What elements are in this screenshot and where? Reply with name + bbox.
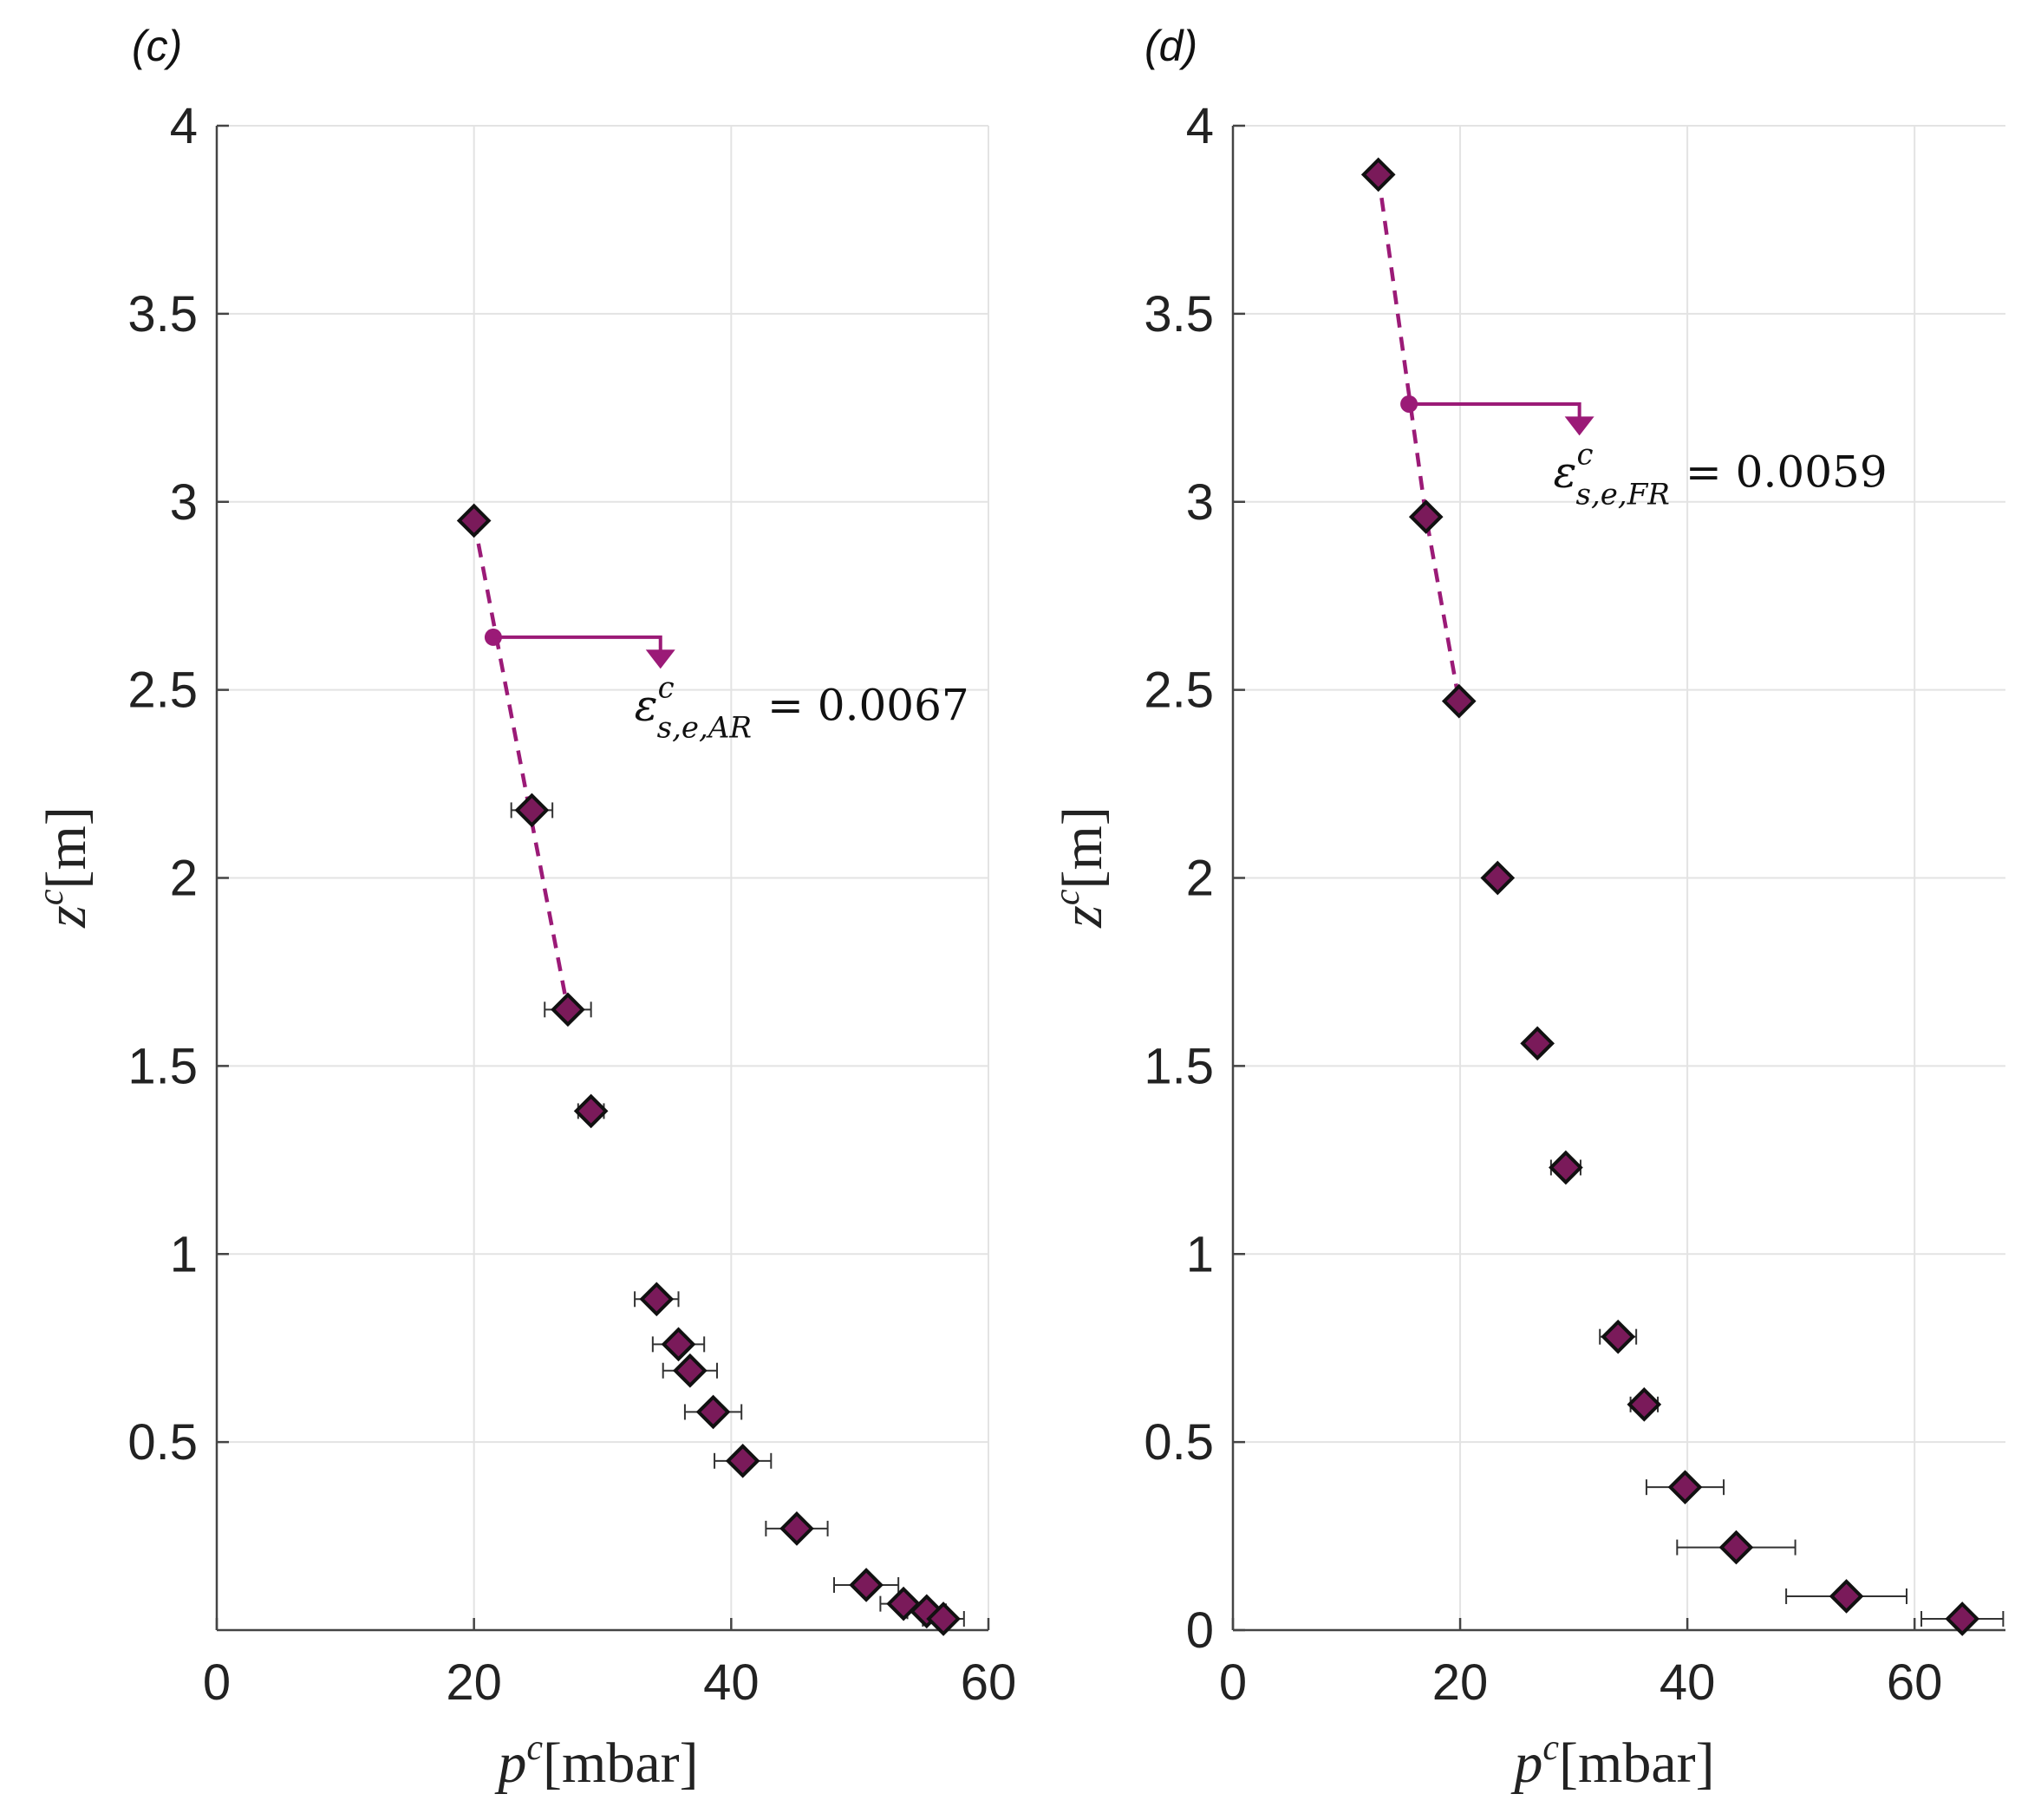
data-points-c [456,503,961,1636]
x-tick-label-c-3: 60 [961,1654,1017,1711]
data-point-d-8 [1667,1470,1703,1505]
arrow-head-c [645,649,675,669]
data-point-d-11 [1945,1601,1980,1636]
data-point-d-6 [1601,1319,1636,1354]
y-tick-label-d-8: 4 [1186,98,1214,154]
data-point-c-10 [849,1568,884,1602]
y-tick-label-d-0: 0 [1186,1602,1214,1659]
data-point-d-4 [1520,1026,1555,1061]
error-bars-d [1549,1159,2005,1627]
annotation-label-c: εc s,e,AR = 0.0067 [635,670,969,745]
y-ticks-d: 0 0.5 1 1.5 2 2.5 3 3.5 4 [1144,98,1245,1659]
y-tick-label-c-7: 4 [170,98,198,154]
x-tick-label-d-3: 60 [1887,1654,1943,1711]
data-point-c-9 [779,1511,814,1546]
y-tick-label-d-4: 2 [1186,851,1214,907]
data-point-d-10 [1829,1579,1864,1614]
panel-c: (c) 0 20 40 60 0.5 1 1.5 2 2.5 3 3.5 4 εc s,e,AR = 0… [31,22,1016,1795]
data-point-d-2 [1441,683,1477,719]
grid-c [217,125,989,1630]
y-tick-label-c-4: 2.5 [127,662,198,719]
x-tick-label-c-2: 40 [703,1654,760,1711]
x-tick-label-d-1: 20 [1432,1654,1489,1711]
y-axis-label-d: zc[m] [1047,806,1114,929]
y-tick-label-c-2: 1.5 [127,1038,198,1094]
arrow-head-d [1564,416,1594,436]
x-axis-label-c: pc[mbar] [494,1728,698,1795]
y-tick-label-d-7: 3.5 [1144,286,1214,342]
fit-line-d [1376,174,1461,702]
x-ticks-d: 0 20 40 60 [1219,1618,1943,1711]
panel-label-c: (c) [132,22,182,70]
data-point-d-7 [1627,1386,1662,1422]
fit-line-c [472,520,571,1010]
y-tick-label-c-6: 3.5 [127,286,198,342]
y-tick-label-d-3: 1.5 [1144,1038,1214,1094]
data-point-d-0 [1360,157,1396,192]
annotation-label-d: εc s,e,FR = 0.0059 [1554,437,1888,512]
error-bars-c [510,802,965,1627]
data-point-d-5 [1549,1150,1583,1185]
fit-line-c [472,520,571,1010]
y-ticks-c: 0.5 1 1.5 2 2.5 3 3.5 4 [127,98,229,1471]
y-tick-label-c-1: 1 [170,1226,198,1282]
panel-label-d: (d) [1144,22,1197,70]
data-point-c-3 [573,1093,609,1129]
data-point-c-6 [673,1353,708,1388]
fit-line-d [1376,174,1461,702]
data-point-c-8 [725,1443,760,1478]
x-tick-label-c-0: 0 [203,1654,231,1711]
data-point-d-1 [1408,499,1444,534]
data-point-c-1 [514,793,550,828]
grid-d [1233,125,2005,1630]
data-point-c-5 [661,1327,696,1362]
data-point-c-13 [926,1601,961,1636]
y-tick-label-c-3: 2 [170,851,198,907]
data-point-c-7 [695,1394,731,1430]
y-tick-label-d-5: 2.5 [1144,662,1214,719]
panel-d: (d) 0 20 40 60 0 0.5 1 1.5 2 2.5 3 3.5 4 εc s,e,FR = … [1047,22,2005,1795]
data-point-c-4 [639,1282,675,1317]
x-tick-label-c-1: 20 [446,1654,502,1711]
y-tick-label-c-5: 3 [170,474,198,531]
data-points-d [1360,157,1980,1636]
y-axis-label-c: zc[m] [31,806,98,929]
x-axis-label-d: pc[mbar] [1510,1728,1714,1795]
x-tick-label-d-0: 0 [1219,1654,1247,1711]
data-point-c-0 [456,503,492,538]
annotation-d: εc s,e,FR = 0.0059 [1400,395,1888,512]
x-tick-label-d-2: 40 [1660,1654,1716,1711]
y-tick-label-c-0: 0.5 [127,1414,198,1471]
y-tick-label-d-2: 1 [1186,1226,1214,1282]
arrow-line-c [492,635,662,657]
data-point-c-2 [551,992,585,1027]
y-tick-label-d-6: 3 [1186,474,1214,531]
data-point-d-9 [1718,1530,1754,1565]
annotation-c: εc s,e,AR = 0.0067 [484,628,969,745]
data-point-d-3 [1480,860,1516,896]
y-tick-label-d-1: 0.5 [1144,1414,1214,1471]
x-ticks-c: 0 20 40 60 [203,1618,1016,1711]
arrow-line-d [1409,401,1581,424]
